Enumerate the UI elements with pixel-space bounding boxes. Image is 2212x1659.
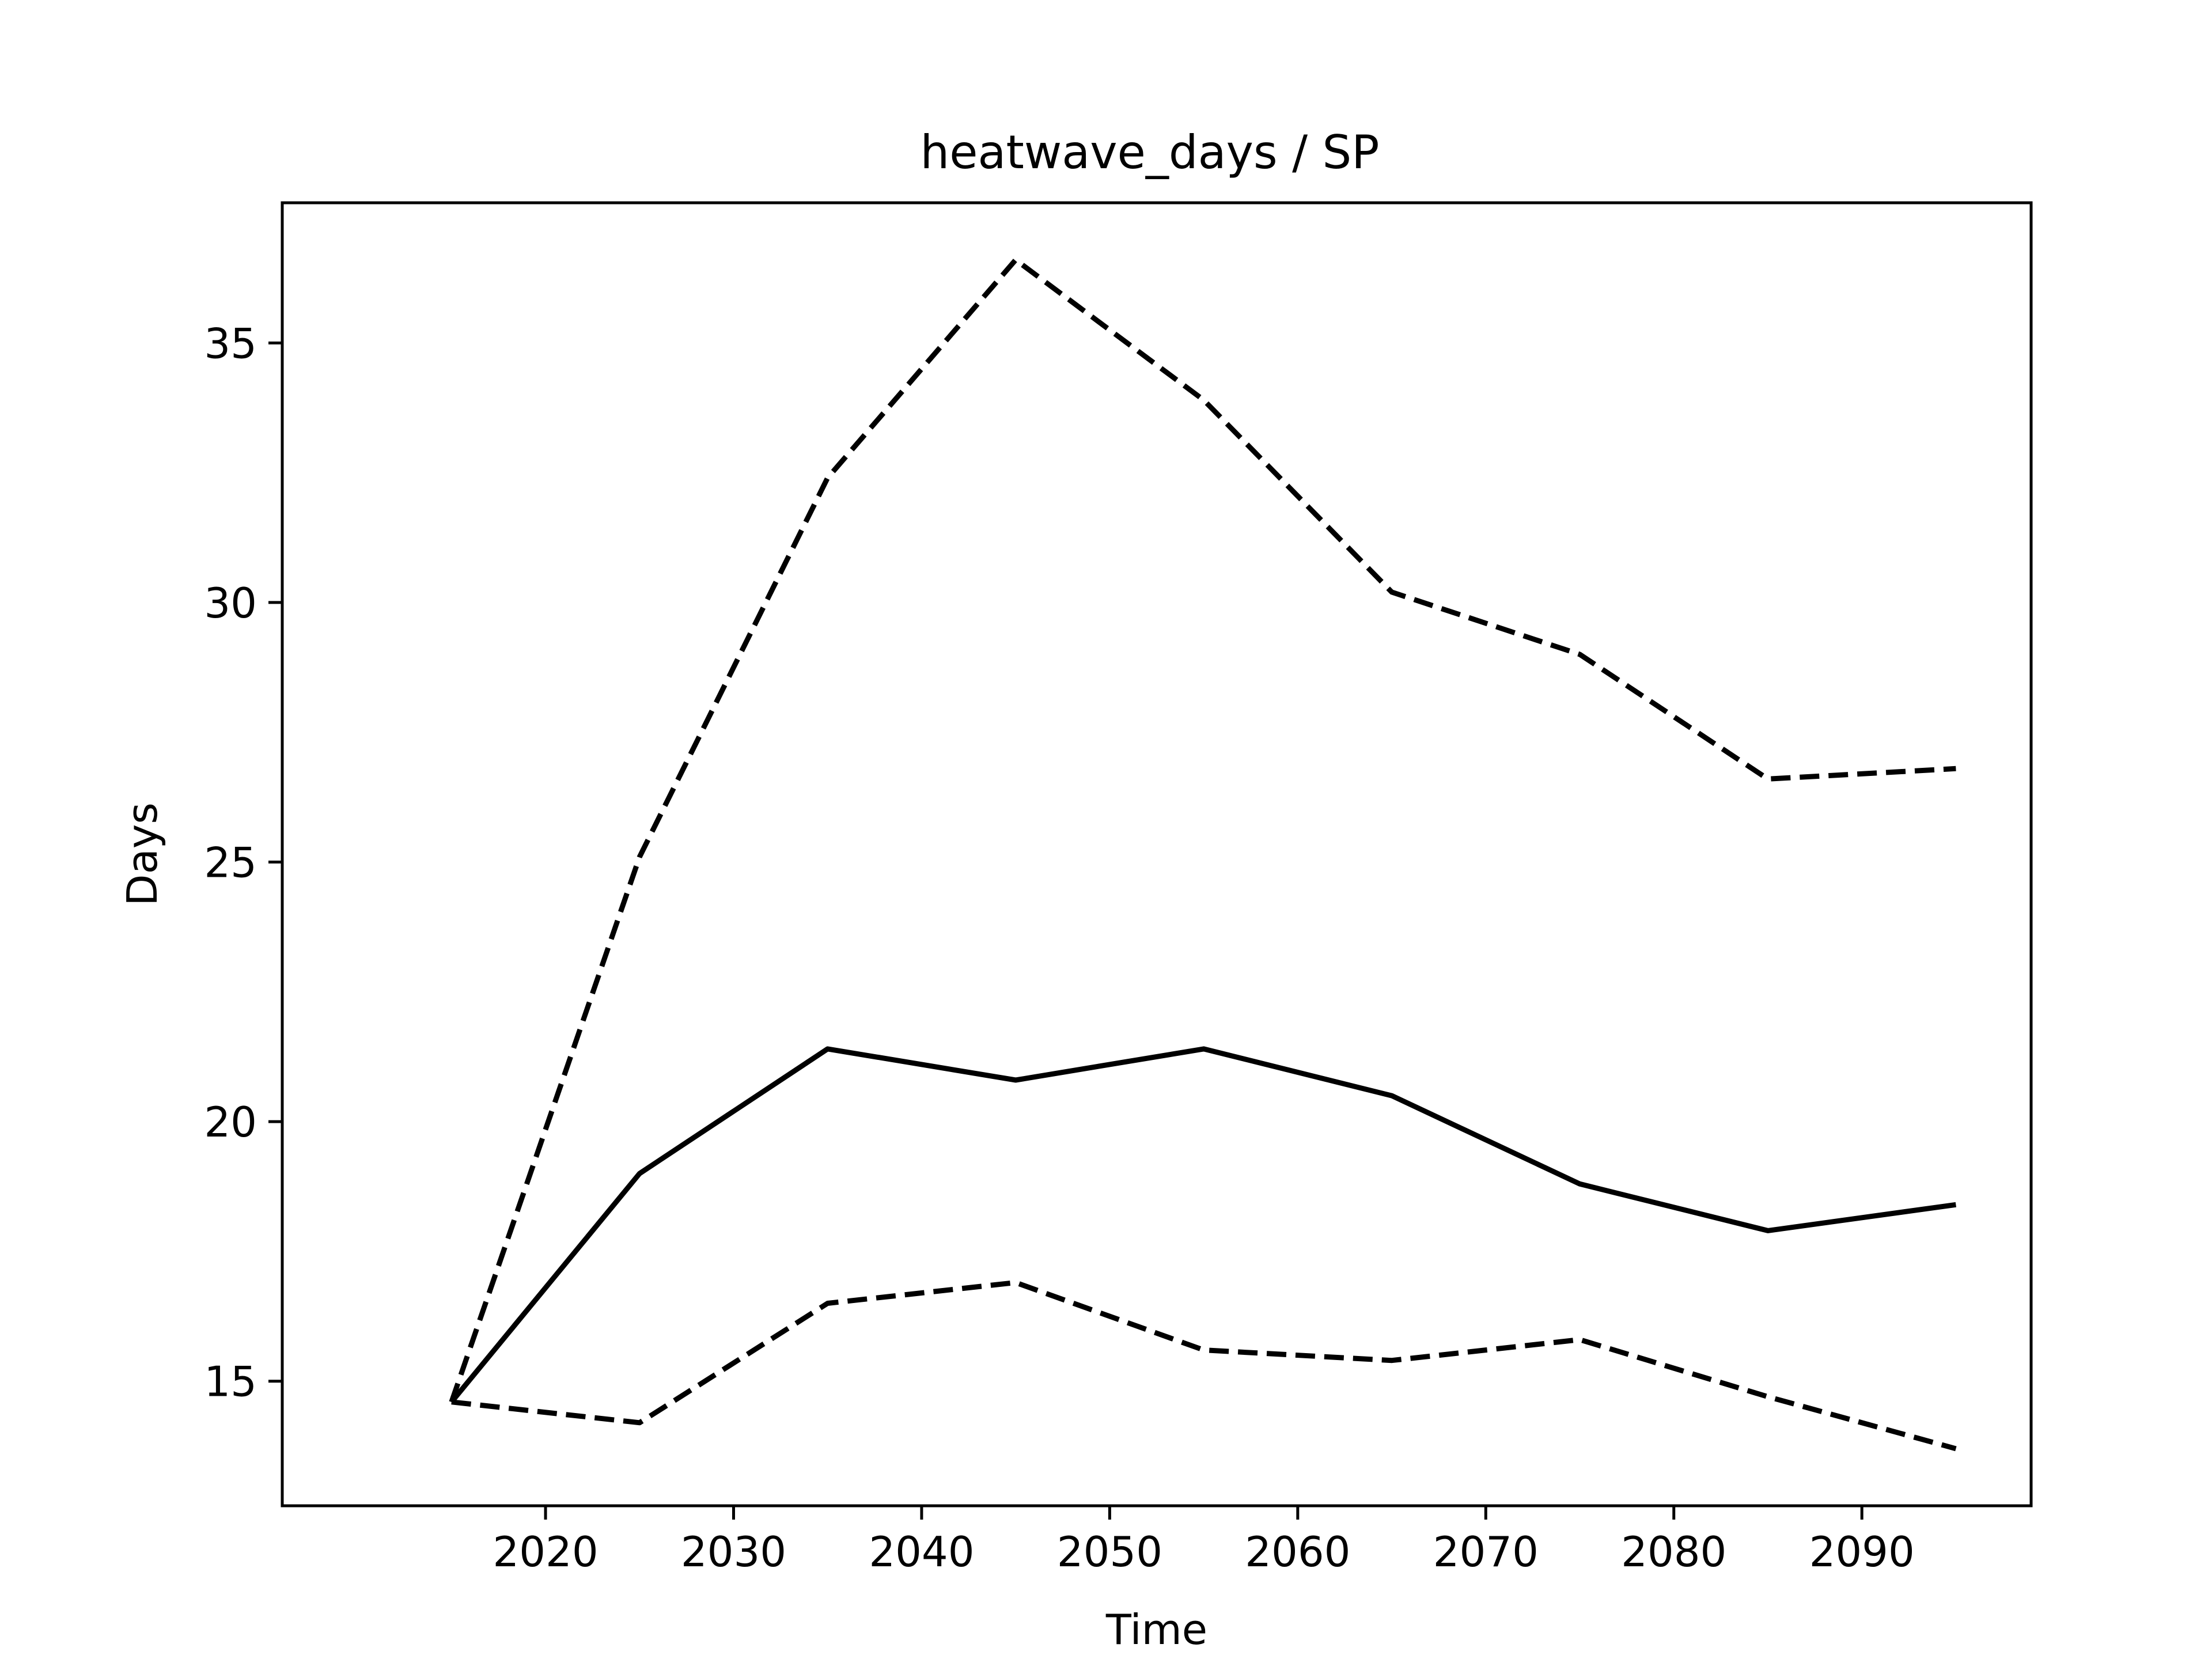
chart-title: heatwave_days / SP — [921, 126, 1380, 179]
y-tick-label: 25 — [204, 839, 257, 887]
y-tick-label: 15 — [204, 1358, 257, 1406]
axes-frame — [281, 201, 2033, 1508]
x-tick-label: 2030 — [681, 1528, 786, 1576]
series-line-2 — [449, 257, 1956, 1403]
y-tick-label: 30 — [204, 579, 257, 627]
y-axis: 15 20 25 30 35 — [204, 319, 282, 1406]
series-line-3 — [451, 1280, 1957, 1452]
y-axis-label: Days — [118, 802, 166, 906]
plot-area — [281, 201, 2033, 1508]
x-tick-label: 2080 — [1621, 1528, 1726, 1576]
x-axis-label: Time — [1105, 1605, 1207, 1654]
x-axis: 2020 2030 2040 2050 2060 2070 2080 2090 — [493, 1506, 1915, 1576]
series-layer — [449, 257, 1957, 1452]
x-tick-label: 2020 — [493, 1528, 598, 1576]
x-tick-label: 2060 — [1245, 1528, 1350, 1576]
series-line-1 — [449, 1046, 1957, 1404]
x-tick-label: 2040 — [869, 1528, 974, 1576]
x-tick-label: 2050 — [1057, 1528, 1162, 1576]
y-tick-label: 20 — [204, 1098, 257, 1146]
y-tick-label: 35 — [204, 319, 257, 368]
x-tick-label: 2070 — [1433, 1528, 1539, 1576]
x-tick-label: 2090 — [1809, 1528, 1915, 1576]
